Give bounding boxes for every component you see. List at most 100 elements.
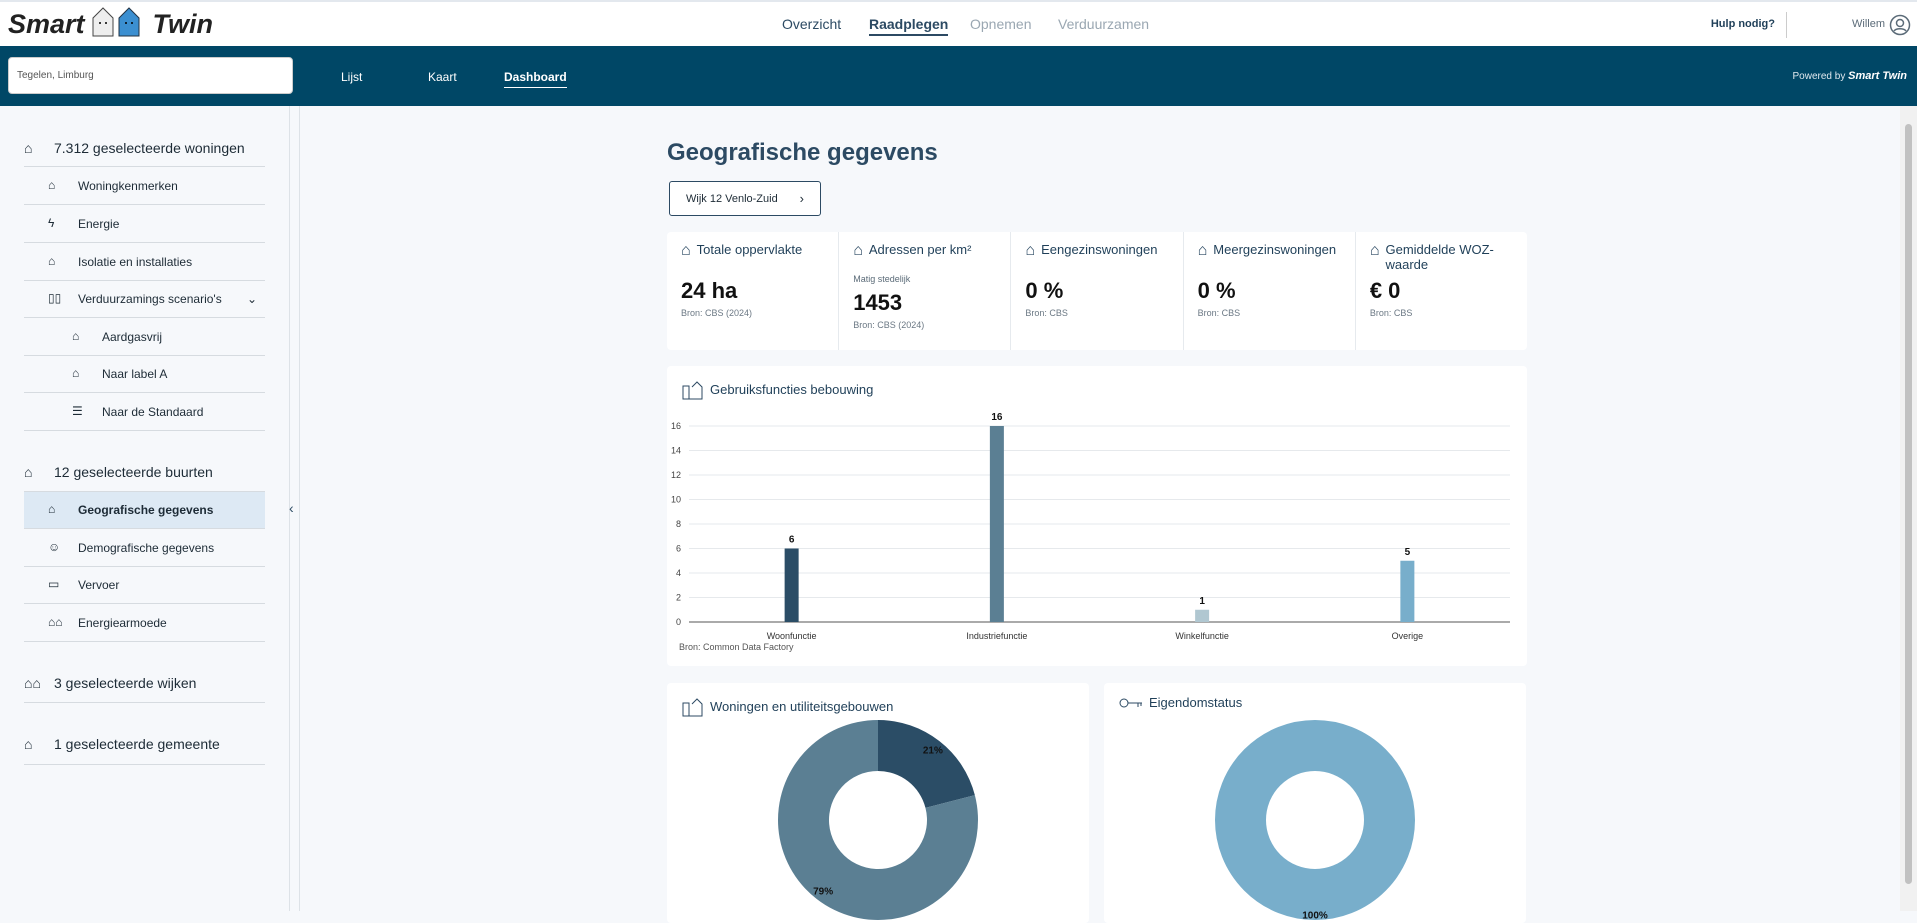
stat-value: € 0 bbox=[1369, 278, 1401, 303]
sidebar-wijken[interactable]: ⌂⌂ 3 geselecteerde wijken bbox=[24, 663, 265, 703]
area-icon: ⌂ bbox=[681, 242, 691, 259]
x-tick-label: Winkelfunctie bbox=[1175, 631, 1229, 641]
donut-chart: 21% 79% bbox=[778, 720, 978, 920]
stat-value: 0 % bbox=[1025, 278, 1064, 303]
user-name[interactable]: Willem bbox=[1852, 18, 1885, 30]
help-link[interactable]: Hulp nodig? bbox=[1710, 18, 1775, 30]
donut-label: 21% bbox=[923, 745, 943, 756]
sidebar-item-energie[interactable]: ϟ Energie bbox=[24, 205, 265, 243]
stat-title: Totale oppervlakte bbox=[696, 242, 803, 257]
donut-title: Eigendomstatus bbox=[1149, 695, 1243, 710]
sidebar-label: 12 geselecteerde buurten bbox=[54, 463, 213, 480]
sidebar-label: 7.312 geselecteerde woningen bbox=[54, 140, 245, 156]
divider bbox=[1786, 12, 1787, 38]
sidebar-gemeente[interactable]: ⌂ 1 geselecteerde gemeente bbox=[24, 724, 265, 765]
y-tick-label: 16 bbox=[671, 421, 681, 431]
sidebar-item-standaard[interactable]: ☰ Naar de Standaard bbox=[24, 393, 265, 431]
stat-value: 24 ha bbox=[681, 278, 738, 303]
chevron-down-icon[interactable]: ⌄ bbox=[246, 292, 257, 306]
y-tick-label: 2 bbox=[676, 593, 681, 603]
houses-row-icon: ⌂⌂ bbox=[24, 674, 41, 691]
tab-kaart[interactable]: Kaart bbox=[428, 70, 457, 84]
donut-slice bbox=[778, 720, 978, 920]
powered-by: Powered by Smart Twin bbox=[1793, 70, 1907, 82]
stat-source: Bron: CBS (2024) bbox=[853, 320, 925, 330]
topnav-opnemen[interactable]: Opnemen bbox=[970, 16, 1032, 32]
powered-by-text: Powered by bbox=[1792, 71, 1846, 82]
house-icon: ⌂ bbox=[1025, 242, 1036, 259]
standard-icon: ☰ bbox=[72, 403, 83, 418]
sidebar-label: Naar de Standaard bbox=[102, 404, 204, 419]
house-icon: ⌂ bbox=[48, 177, 56, 192]
tab-lijst[interactable]: Lijst bbox=[341, 70, 363, 84]
x-tick-label: Woonfunctie bbox=[767, 631, 817, 641]
y-tick-label: 6 bbox=[676, 544, 681, 554]
x-tick-label: Industriefunctie bbox=[966, 631, 1027, 641]
bar-winkelfunctie bbox=[1195, 609, 1210, 622]
bar-chart-icon: ▯▯ bbox=[48, 291, 62, 305]
sidebar-item-aardgasvrij[interactable]: ⌂ Aardgasvrij bbox=[24, 318, 265, 356]
user-account-icon[interactable] bbox=[1889, 14, 1911, 36]
y-tick-label: 8 bbox=[676, 519, 681, 529]
scrollbar-thumb[interactable] bbox=[1905, 124, 1912, 884]
sidebar-item-energiearmoede[interactable]: ⌂⌂ Energiearmoede bbox=[24, 604, 265, 642]
donut-label: 79% bbox=[813, 887, 833, 898]
stat-title: Adressen per km² bbox=[868, 242, 972, 257]
sidebar-item-geografische[interactable]: ⌂ Geografische gegevens bbox=[24, 492, 265, 529]
sidebar-label: Geografische gegevens bbox=[78, 503, 214, 517]
house-icon: ⌂ bbox=[24, 140, 33, 156]
logo-text-left: Smart bbox=[8, 8, 85, 39]
stat-4: ⌂ Gemiddelde WOZ-waarde € 0 Bron: CBS bbox=[1356, 232, 1527, 350]
location-search-input[interactable] bbox=[8, 57, 293, 94]
bar-value-label: 6 bbox=[789, 535, 795, 546]
bar-value-label: 16 bbox=[991, 412, 1003, 423]
sidebar: ⌂ 7.312 geselecteerde woningen ⌂ Woningken… bbox=[0, 106, 290, 911]
y-tick-label: 14 bbox=[671, 446, 681, 456]
stat-source: Bron: CBS bbox=[1197, 308, 1241, 318]
logo-houses-icon bbox=[92, 7, 140, 37]
sidebar-woningen[interactable]: ⌂ 7.312 geselecteerde woningen bbox=[24, 130, 265, 167]
stat-title: Gemiddelde WOZ-waarde bbox=[1385, 242, 1494, 272]
topnav-raadplegen[interactable]: Raadplegen bbox=[869, 16, 949, 36]
gas-free-icon: ⌂ bbox=[72, 328, 80, 343]
y-tick-label: 0 bbox=[676, 617, 681, 627]
top-header: Smart Twin Overzicht Raadplegen Opnemen … bbox=[0, 0, 1917, 46]
donut-card-woningen: Woningen en utiliteitsgebouwen 21% 79% bbox=[667, 683, 1089, 923]
y-tick-label: 10 bbox=[671, 495, 681, 505]
sidebar-label: 1 geselecteerde gemeente bbox=[54, 736, 220, 752]
sidebar-buurten[interactable]: ⌂ 12 geselecteerde buurten bbox=[24, 452, 265, 492]
topnav-overzicht[interactable]: Overzicht bbox=[782, 16, 842, 32]
sidebar-item-isolatie[interactable]: ⌂ Isolatie en installaties bbox=[24, 243, 265, 281]
stat-source: Bron: CBS (2024) bbox=[681, 308, 753, 318]
tab-dashboard[interactable]: Dashboard bbox=[504, 70, 567, 88]
sidebar-item-verduurzamings-scenarios[interactable]: ▯▯ Verduurzamings scenario's ⌄ bbox=[24, 281, 265, 318]
stat-subtitle: Matig stedelijk bbox=[853, 274, 911, 284]
sidebar-item-demografische[interactable]: ☺ Demografische gegevens bbox=[24, 529, 265, 567]
x-tick-label: Overige bbox=[1392, 631, 1424, 641]
scrollbar[interactable] bbox=[1900, 106, 1917, 911]
collapse-sidebar-icon[interactable]: ‹ bbox=[289, 500, 294, 516]
stat-1: ⌂ Adressen per km² Matig stedelijk 1453 Bron… bbox=[839, 232, 1012, 350]
y-tick-label: 4 bbox=[676, 568, 681, 578]
bar-chart-card: Gebruiksfuncties bebouwing 0 2 4 6 8 10 12 14 16… bbox=[667, 366, 1527, 666]
bar-value-label: 1 bbox=[1199, 596, 1205, 607]
municipality-icon: ⌂ bbox=[24, 736, 33, 752]
smart-twin-logo[interactable]: Smart Twin bbox=[8, 6, 213, 42]
sidebar-item-woningkenmerken[interactable]: ⌂ Woningkenmerken bbox=[24, 167, 265, 205]
sidebar-label: Aardgasvrij bbox=[102, 329, 163, 344]
chart-source: Bron: Common Data Factory bbox=[679, 642, 794, 652]
key-icon bbox=[1119, 698, 1142, 707]
donut-card-eigendom: Eigendomstatus 100% bbox=[1104, 683, 1526, 923]
sidebar-item-label-a[interactable]: ⌂ Naar label A bbox=[24, 356, 265, 393]
car-icon: ▭ bbox=[48, 577, 60, 591]
wijk-button-label: Wijk 12 Venlo-Zuid bbox=[686, 193, 778, 205]
wijk-select-button[interactable]: Wijk 12 Venlo-Zuid › bbox=[669, 181, 821, 216]
bar-chart-title: Gebruiksfuncties bebouwing bbox=[710, 381, 874, 397]
topnav-verduurzamen[interactable]: Verduurzamen bbox=[1058, 16, 1150, 32]
people-icon: ☺ bbox=[48, 539, 61, 554]
woz-icon: ⌂ bbox=[1369, 242, 1380, 259]
sidebar-item-vervoer[interactable]: ▭ Vervoer bbox=[24, 567, 265, 604]
sidebar-resize-handle[interactable] bbox=[292, 106, 300, 911]
sidebar-label: Isolatie en installaties bbox=[78, 254, 193, 269]
stat-0: ⌂ Totale oppervlakte 24 ha Bron: CBS (2024) bbox=[667, 232, 840, 350]
